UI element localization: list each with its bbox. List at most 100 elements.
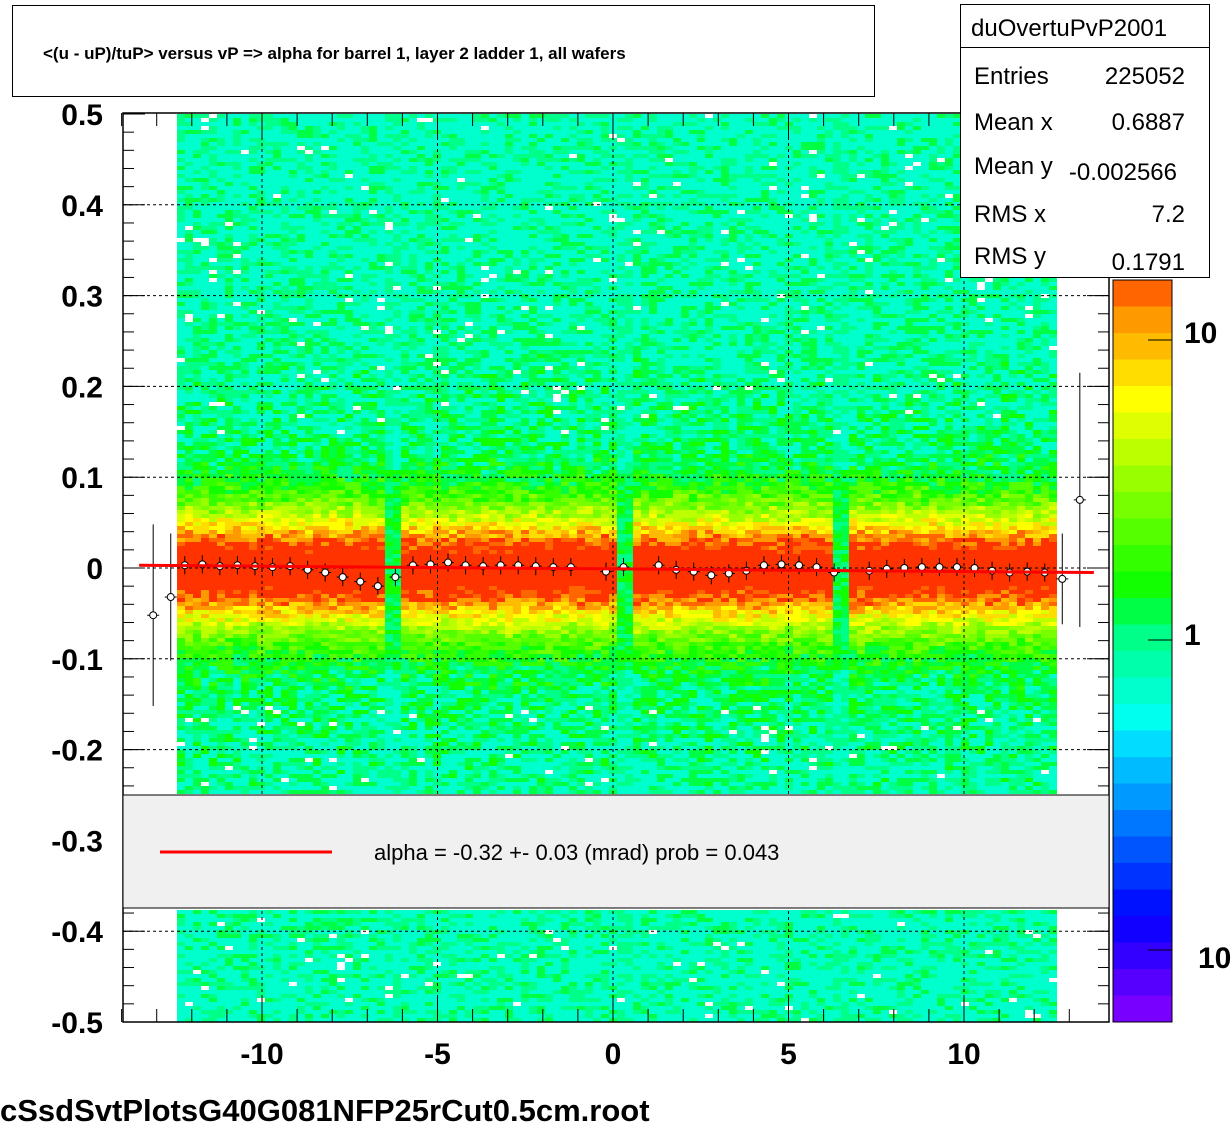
heatmap-cell — [297, 274, 305, 278]
heatmap-cell — [201, 386, 209, 390]
heatmap-cell — [185, 594, 193, 598]
heatmap-cell — [321, 970, 329, 974]
heatmap-cell — [273, 766, 281, 770]
heatmap-cell — [337, 678, 345, 682]
heatmap-cell — [233, 206, 241, 210]
heatmap-cell — [249, 274, 257, 278]
heatmap-cell — [177, 414, 185, 418]
heatmap-cell — [257, 1018, 265, 1022]
heatmap-cell — [305, 314, 313, 318]
heatmap-cell — [201, 634, 209, 638]
heatmap-cell — [185, 974, 193, 978]
heatmap-cell — [217, 502, 225, 506]
heatmap-cell — [185, 586, 193, 590]
heatmap-cell — [281, 614, 289, 618]
heatmap-cell — [353, 686, 361, 690]
heatmap-cell — [217, 282, 225, 286]
heatmap-cell — [273, 526, 281, 530]
heatmap-cell — [241, 750, 249, 754]
heatmap-cell — [225, 250, 233, 254]
heatmap-cell — [337, 454, 345, 458]
heatmap-cell — [345, 386, 353, 390]
heatmap-cell — [273, 386, 281, 390]
heatmap-cell — [249, 546, 257, 550]
heatmap-cell — [193, 330, 201, 334]
heatmap-cell — [177, 274, 185, 278]
heatmap-cell — [217, 966, 225, 970]
heatmap-cell — [289, 354, 297, 358]
heatmap-cell — [281, 638, 289, 642]
heatmap-cell — [257, 414, 265, 418]
heatmap-cell — [329, 1002, 337, 1006]
heatmap-cell — [361, 494, 369, 498]
heatmap-cell — [217, 306, 225, 310]
heatmap-cell — [353, 250, 361, 254]
heatmap-cell — [281, 958, 289, 962]
heatmap-cell — [297, 346, 305, 350]
heatmap-cell — [201, 338, 209, 342]
heatmap-cell — [217, 570, 225, 574]
heatmap-cell — [225, 374, 233, 378]
heatmap-cell — [337, 406, 345, 410]
heatmap-cell — [241, 242, 249, 246]
heatmap-cell — [249, 278, 257, 282]
heatmap-cell — [201, 114, 209, 118]
heatmap-cell — [241, 718, 249, 722]
heatmap-cell — [225, 414, 233, 418]
heatmap-cell — [233, 790, 241, 794]
heatmap-cell — [345, 782, 353, 786]
heatmap-cell — [185, 922, 193, 926]
heatmap-cell — [361, 322, 369, 326]
heatmap-cell — [353, 638, 361, 642]
heatmap-cell — [257, 418, 265, 422]
heatmap-cell — [321, 398, 329, 402]
heatmap-cell — [257, 490, 265, 494]
heatmap-cell — [377, 570, 385, 574]
heatmap-cell — [337, 702, 345, 706]
heatmap-cell — [305, 310, 313, 314]
heatmap-cell — [361, 714, 369, 718]
heatmap-cell — [297, 750, 305, 754]
heatmap-cell — [209, 338, 217, 342]
heatmap-cell — [265, 430, 273, 434]
heatmap-cell — [337, 458, 345, 462]
heatmap-cell — [185, 534, 193, 538]
heatmap-cell — [193, 586, 201, 590]
heatmap-cell — [257, 586, 265, 590]
heatmap-cell — [209, 962, 217, 966]
heatmap-cell — [193, 314, 201, 318]
heatmap-cell — [313, 290, 321, 294]
heatmap-cell — [241, 354, 249, 358]
heatmap-cell — [209, 414, 217, 418]
heatmap-cell — [321, 202, 329, 206]
heatmap-cell — [273, 614, 281, 618]
heatmap-cell — [201, 614, 209, 618]
heatmap-cell — [369, 262, 377, 266]
heatmap-cell — [353, 174, 361, 178]
heatmap-cell — [289, 254, 297, 258]
heatmap-cell — [201, 298, 209, 302]
heatmap-cell — [177, 146, 185, 150]
heatmap-cell — [377, 542, 385, 546]
heatmap-cell — [369, 778, 377, 782]
heatmap-cell — [353, 622, 361, 626]
heatmap-cell — [289, 706, 297, 710]
heatmap-cell — [273, 138, 281, 142]
heatmap-cell — [281, 462, 289, 466]
heatmap-cell — [217, 326, 225, 330]
heatmap-cell — [313, 570, 321, 574]
heatmap-cell — [361, 674, 369, 678]
heatmap-cell — [185, 418, 193, 422]
heatmap-cell — [185, 450, 193, 454]
heatmap-cell — [361, 910, 369, 914]
heatmap-cell — [281, 202, 289, 206]
heatmap-cell — [353, 962, 361, 966]
heatmap-cell — [249, 114, 257, 118]
heatmap-cell — [177, 190, 185, 194]
heatmap-cell — [193, 950, 201, 954]
heatmap-cell — [361, 174, 369, 178]
heatmap-cell — [353, 386, 361, 390]
heatmap-cell — [201, 674, 209, 678]
heatmap-cell — [185, 914, 193, 918]
heatmap-cell — [313, 1014, 321, 1018]
